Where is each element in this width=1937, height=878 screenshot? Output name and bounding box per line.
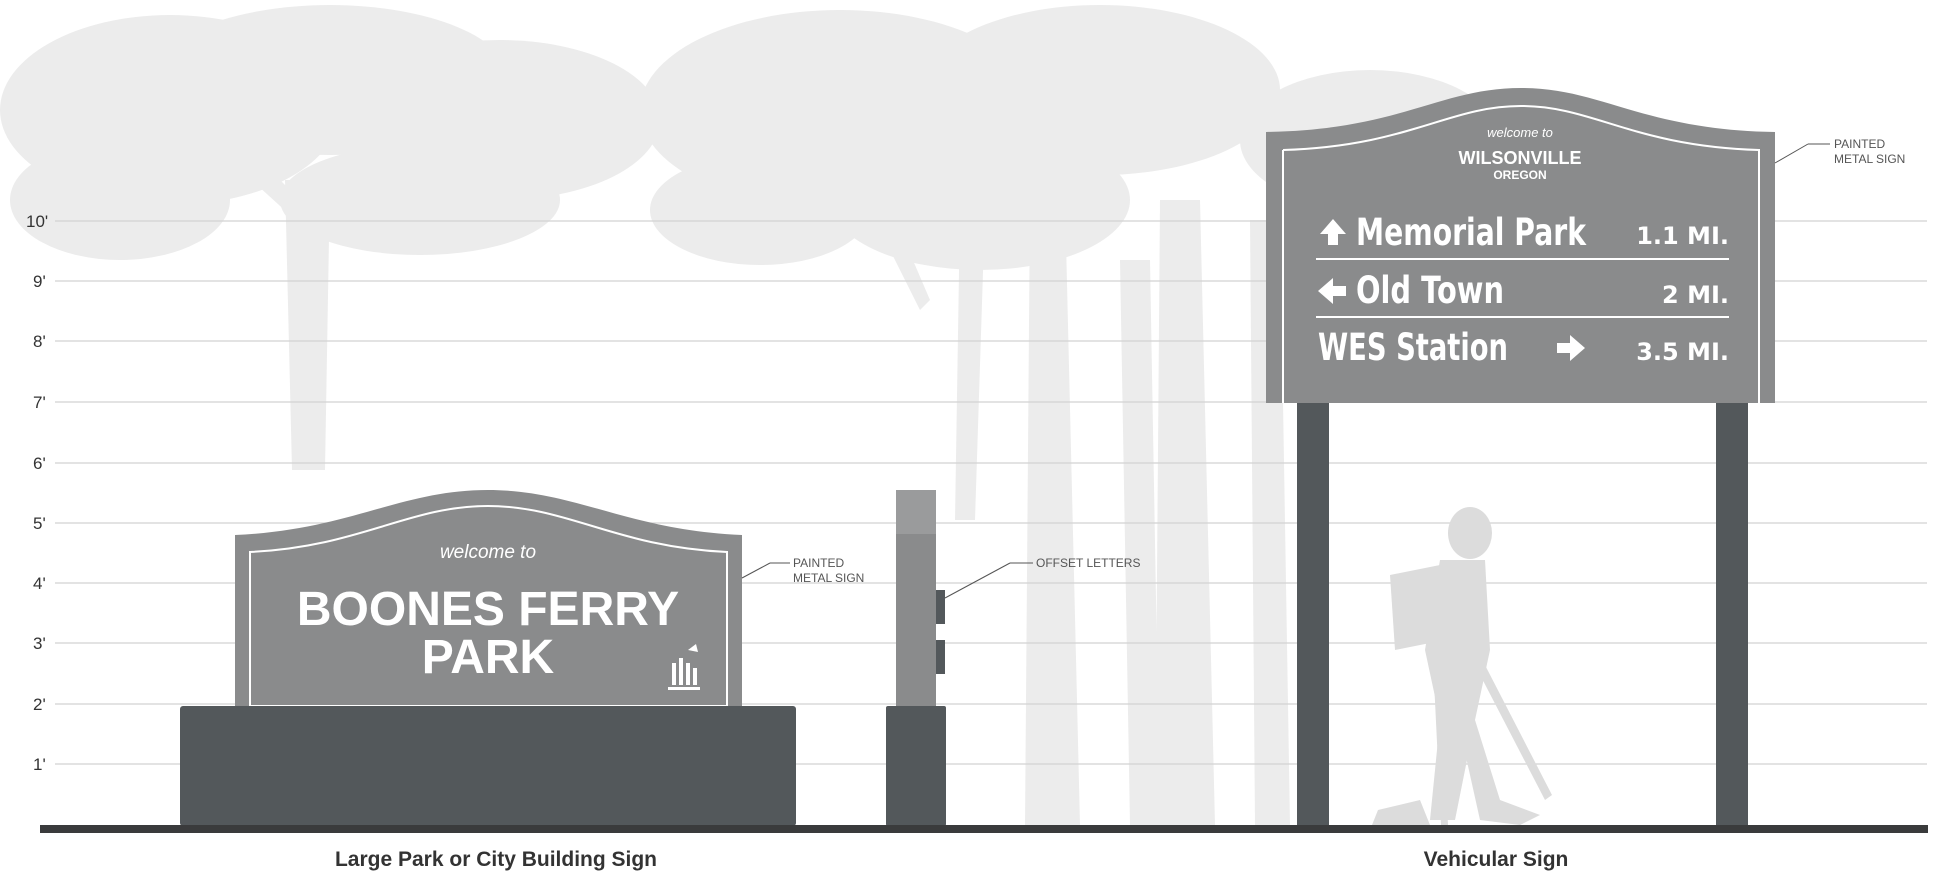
vehicular-sign-panel (1266, 88, 1775, 403)
park-sign-base (180, 706, 796, 826)
park-sign-welcome: welcome to (440, 542, 536, 563)
height-label-9: 9' (33, 272, 46, 291)
park-sign-callout-line2: METAL SIGN (793, 571, 864, 585)
post-base (886, 706, 946, 826)
height-label-3: 3' (33, 634, 46, 653)
park-sign: welcome to BOONES FERRY PARK PAINTED MET… (180, 490, 864, 871)
offset-letter-post: OFFSET LETTERS (886, 490, 1140, 826)
post-letter-mark-upper (936, 590, 945, 624)
height-scale: 10' 9' 8' 7' 6' 5' 4' 3' 2' 1' (26, 212, 48, 774)
row-destination: Memorial Park (1356, 211, 1587, 254)
row-destination: Old Town (1356, 269, 1504, 312)
vehicular-sign-callout-line1: PAINTED (1834, 137, 1885, 151)
park-sign-name-line2: PARK (422, 631, 555, 684)
height-label-1: 1' (33, 755, 46, 774)
post-body (896, 534, 936, 710)
park-sign-caption: Large Park or City Building Sign (335, 848, 657, 871)
vehicular-sign-welcome: welcome to (1487, 125, 1553, 140)
hiker-silhouette-icon (1372, 507, 1552, 825)
post-callout: OFFSET LETTERS (1036, 556, 1140, 570)
vehicular-sign-post-left (1297, 400, 1329, 826)
ground-line (40, 825, 1928, 833)
vehicular-sign-callout-leader (1774, 143, 1809, 164)
vehicular-sign-caption: Vehicular Sign (1424, 848, 1569, 871)
arrow-up-icon (1320, 219, 1346, 245)
city-logo-icon (668, 644, 700, 690)
height-label-7: 7' (33, 393, 46, 412)
vehicular-sign-inner-border (1282, 104, 1760, 403)
height-label-8: 8' (33, 332, 46, 351)
row-distance: 3.5 MI. (1636, 338, 1729, 366)
height-label-5: 5' (33, 514, 46, 533)
height-label-2: 2' (33, 695, 46, 714)
park-sign-callout-line1: PAINTED (793, 556, 844, 570)
vehicular-sign: welcome to WILSONVILLE OREGON Memorial P… (1266, 88, 1905, 871)
park-sign-callout-leader (741, 562, 771, 579)
height-label-4: 4' (33, 574, 46, 593)
height-label-10: 10' (26, 212, 48, 231)
park-sign-panel (235, 490, 742, 710)
vehicular-sign-post-right (1716, 400, 1748, 826)
arrow-left-icon (1318, 278, 1346, 304)
vehicular-sign-state: OREGON (1493, 168, 1546, 182)
vehicular-sign-callout-line2: METAL SIGN (1834, 152, 1905, 166)
park-sign-inner-border (249, 504, 728, 707)
post-letter-mark-lower (936, 640, 945, 674)
height-label-6: 6' (33, 454, 46, 473)
post-cap (896, 490, 936, 534)
vehicular-sign-city: WILSONVILLE (1459, 148, 1582, 168)
row-distance: 2 MI. (1662, 281, 1729, 309)
park-sign-name-line1: BOONES FERRY (297, 583, 679, 636)
arrow-right-icon (1557, 335, 1585, 361)
post-callout-leader (944, 562, 1011, 599)
row-destination: WES Station (1318, 326, 1508, 369)
row-distance: 1.1 MI. (1636, 222, 1729, 250)
